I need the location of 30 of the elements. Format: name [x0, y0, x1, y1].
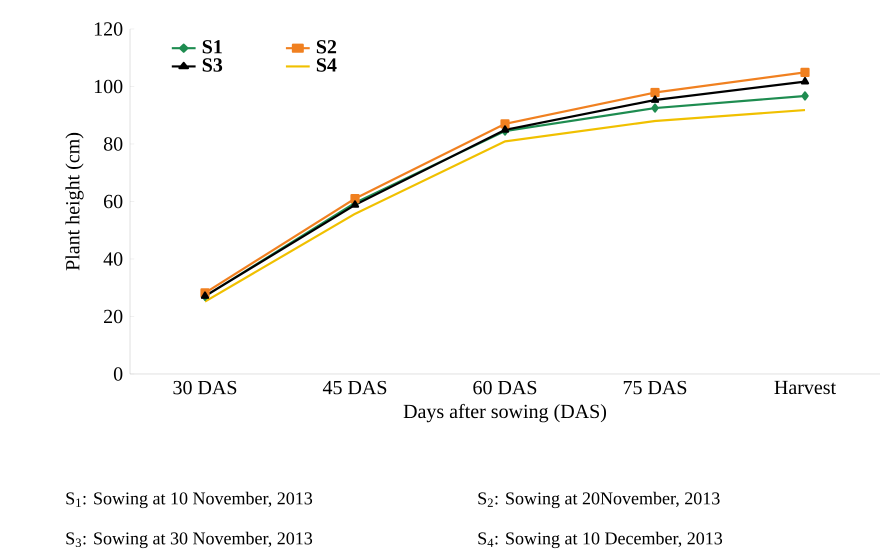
- point: [650, 95, 660, 103]
- y-tick-label: 80: [104, 137, 122, 151]
- point: [800, 76, 810, 84]
- text: S$_{2}$: Sowing at 20November, 2013: [478, 492, 720, 508]
- x-axis-title: Days after sowing (DAS): [404, 404, 606, 422]
- text: S$_{4}$: Sowing at 10 December, 2013: [478, 532, 722, 548]
- y-axis-title: Plant height (cm): [65, 132, 84, 270]
- text: S$_{1}$: Sowing at 10 November, 2013: [66, 492, 312, 508]
- legend-label: S2: [316, 40, 336, 54]
- point: [350, 194, 360, 204]
- x-tick-label: 60 DAS: [473, 380, 536, 394]
- y-tick-label: 120: [94, 22, 122, 36]
- point: [801, 91, 809, 101]
- y-tick-label: 20: [104, 310, 122, 324]
- point: [650, 88, 660, 98]
- text: S$_{3}$: Sowing at 30 November, 2013: [66, 532, 312, 548]
- x-tick-label: 75 DAS: [624, 380, 686, 394]
- y-tick-label: 40: [104, 252, 122, 266]
- legend-label: S4: [316, 58, 337, 72]
- y-tick-label: 60: [104, 194, 122, 208]
- point: [800, 68, 810, 77]
- point: [651, 103, 659, 113]
- x-tick-label: Harvest: [774, 380, 836, 394]
- x-tick-label: 30 DAS: [173, 380, 236, 394]
- y-tick-label: 100: [94, 80, 122, 94]
- legend-label: S3: [202, 58, 222, 72]
- x-tick-label: 45 DAS: [322, 380, 386, 394]
- legend-label: S1: [202, 40, 222, 54]
- y-tick-label: 0: [114, 367, 122, 381]
- point: [500, 125, 510, 133]
